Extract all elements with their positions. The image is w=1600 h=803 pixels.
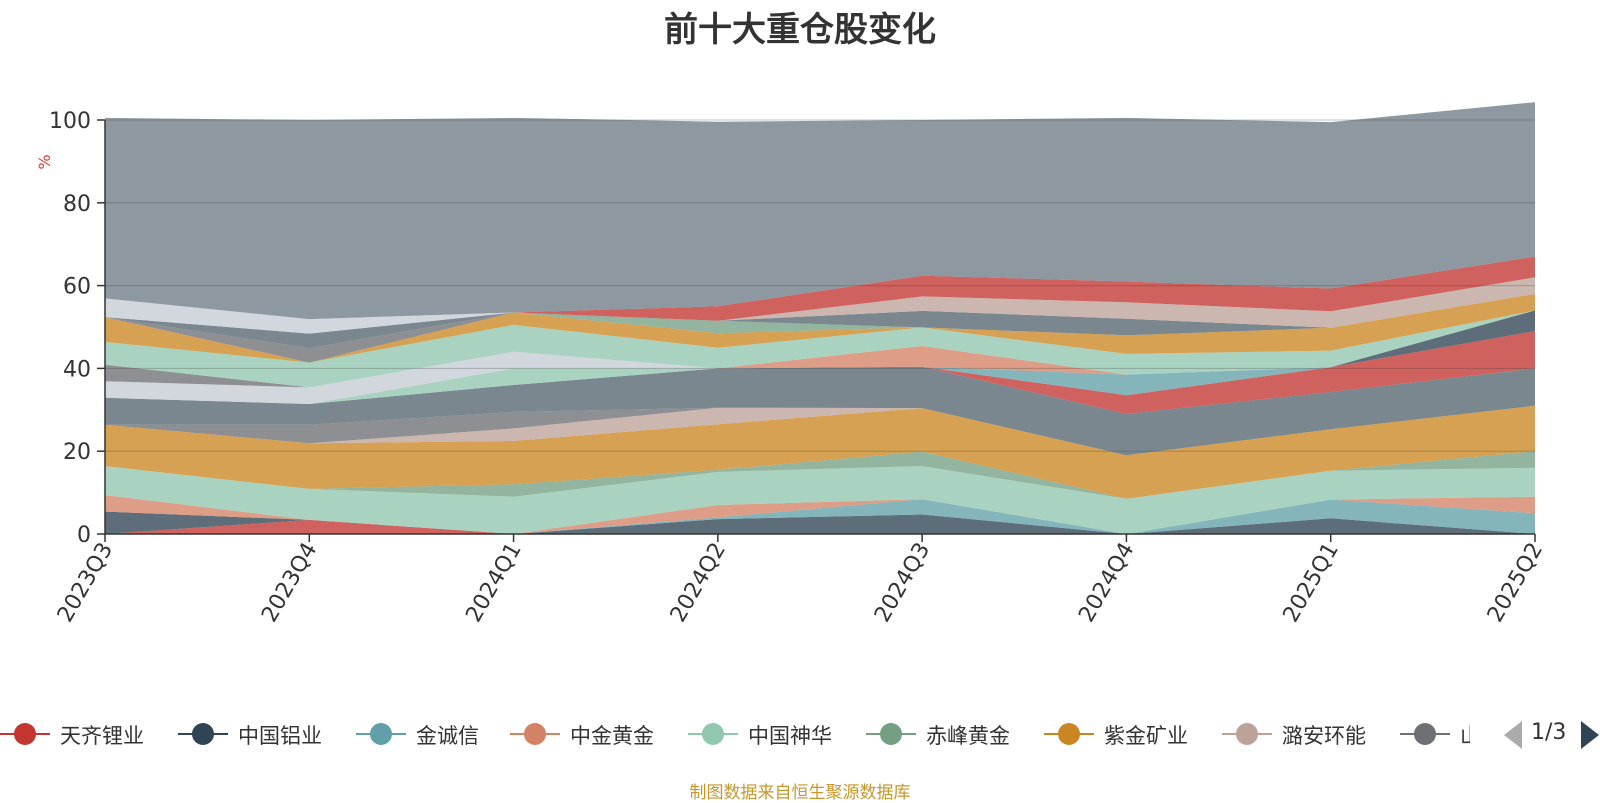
legend-label: 潞安环能 <box>1282 724 1366 748</box>
legend-circle-icon <box>192 723 214 745</box>
series-6-area <box>105 405 1535 499</box>
y-axis-label: % <box>35 154 54 169</box>
legend-circle-icon <box>1236 723 1258 745</box>
next-page-icon[interactable] <box>1581 721 1599 749</box>
series-22-area <box>105 277 1535 334</box>
series-23-area <box>105 277 1535 334</box>
x-tick-label-2025Q1: 2025Q1 <box>1279 539 1344 627</box>
series-13-area <box>105 310 1535 404</box>
x-tick-label-2025Q2: 2025Q2 <box>1483 539 1548 627</box>
series-9-area <box>105 366 1535 456</box>
y-tick-label-20: 20 <box>63 440 91 465</box>
legend-label: 紫金矿业 <box>1104 724 1188 748</box>
x-tick-label-2024Q3: 2024Q3 <box>870 539 935 627</box>
legend-circle-icon <box>524 723 546 745</box>
series-3-area <box>105 495 1535 534</box>
series-25-area <box>105 102 1535 320</box>
previous-page-icon[interactable] <box>1504 721 1522 749</box>
series-2-area <box>105 499 1535 534</box>
series-8-area <box>105 405 1535 456</box>
series-17-area <box>105 310 1535 388</box>
legend-circle-icon <box>1414 723 1436 745</box>
series-4-area <box>105 466 1535 534</box>
y-tick-label-0: 0 <box>77 523 91 548</box>
stacked-area-chart: 0 20 40 60 80 100% 2023Q3 2023Q4 2024Q1 2024Q2 202… <box>35 102 1548 627</box>
series-21-area <box>105 293 1535 349</box>
series-12-area <box>105 310 1535 404</box>
area-series-group <box>105 102 1535 534</box>
legend-page-indicator: 1/3 <box>1531 720 1567 745</box>
gridlines <box>105 119 1535 452</box>
legend-label: 赤峰黄金 <box>926 724 1010 748</box>
series-0-area <box>105 519 1535 534</box>
legend-label: 金诚信 <box>416 724 479 748</box>
series-24-area <box>105 256 1535 321</box>
x-tick-label-2023Q4: 2023Q4 <box>257 539 322 627</box>
chart-title: 前十大重仓股变化 <box>664 10 936 50</box>
legend-circle-icon <box>14 723 36 745</box>
legend-label: 山金国际 <box>1460 720 1470 750</box>
series-19-area <box>105 293 1535 363</box>
x-tick-label-2024Q1: 2024Q1 <box>461 539 526 627</box>
series-1-area <box>105 511 1535 534</box>
legend-label: 天齐锂业 <box>60 724 144 748</box>
series-18-area <box>105 293 1535 363</box>
legend: 天齐锂业 中国铝业 金诚信 中金黄金 中国神华 赤峰黄金 紫金矿业 潞安环能 山金国际 <box>0 716 1470 752</box>
legend-label: 中国铝业 <box>238 724 322 748</box>
legend-circle-icon <box>702 723 724 745</box>
legend-circle-icon <box>1058 723 1080 745</box>
legend-circle-icon <box>880 723 902 745</box>
series-10-area <box>105 331 1535 414</box>
source-note: 制图数据来自恒生聚源数据库 <box>689 783 911 803</box>
y-tick-label-80: 80 <box>63 192 91 217</box>
series-15-area <box>105 310 1535 404</box>
series-7-area <box>105 405 1535 456</box>
x-tick-label-2024Q4: 2024Q4 <box>1074 539 1139 627</box>
series-5-area <box>105 451 1535 499</box>
legend-label: 中金黄金 <box>570 724 654 748</box>
legend-label: 中国神华 <box>748 724 832 748</box>
y-tick-label-60: 60 <box>63 275 91 300</box>
y-tick-label-100: 100 <box>49 109 91 134</box>
series-14-area <box>105 310 1535 404</box>
legend-pager: 1/3 <box>1500 716 1600 752</box>
legend-circle-icon <box>370 723 392 745</box>
x-tick-label-2023Q3: 2023Q3 <box>53 539 118 627</box>
y-tick-label-40: 40 <box>63 357 91 382</box>
x-tick-label-2024Q2: 2024Q2 <box>666 539 731 627</box>
